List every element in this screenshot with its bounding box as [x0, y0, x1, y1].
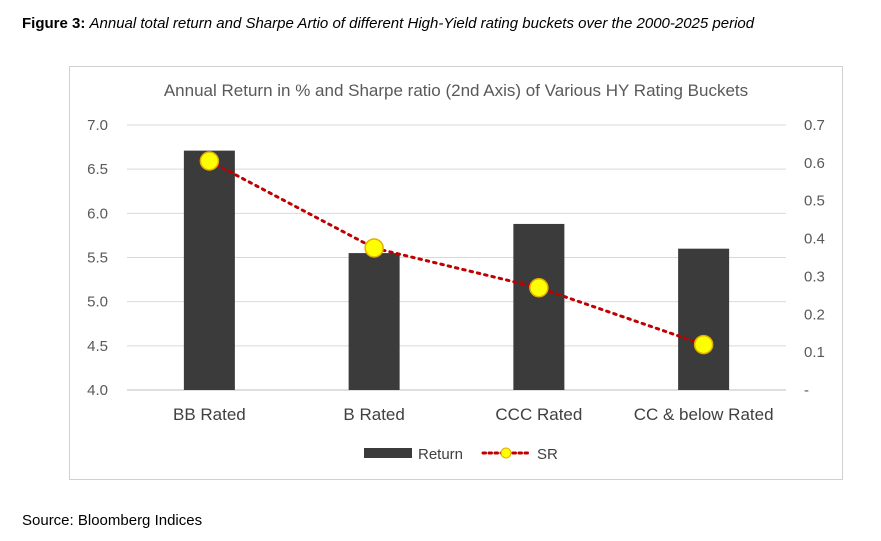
- x-axis: BB Rated B Rated CCC Rated CC & below Rated: [173, 405, 774, 424]
- y-tick-label-right: 0.4: [804, 231, 825, 248]
- sr-line: [207, 159, 706, 347]
- y-tick-label-right: 0.6: [804, 155, 825, 172]
- y-axis-left: 4.0 4.5 5.0 5.5 6.0 6.5 7.0: [87, 117, 108, 399]
- y-tick-label-right: 0.2: [804, 306, 825, 323]
- bar-return: [348, 253, 400, 390]
- bar-return: [513, 223, 565, 390]
- figure-number: Figure 3:: [22, 15, 86, 32]
- y-tick-label-left: 7.0: [87, 117, 108, 134]
- y-tick-label-right: 0.7: [804, 117, 825, 134]
- x-tick-label: CC & below Rated: [634, 405, 774, 424]
- chart-title: Annual Return in % and Sharpe ratio (2nd…: [164, 81, 748, 100]
- figure-caption-text: Annual total return and Sharpe Artio of …: [89, 15, 755, 32]
- bar-return: [183, 150, 235, 390]
- x-tick-label: CCC Rated: [495, 405, 582, 424]
- legend: Return SR: [364, 446, 558, 463]
- figure-caption: Figure 3: Annual total return and Sharpe…: [22, 15, 754, 32]
- chart-frame: Annual Return in % and Sharpe ratio (2nd…: [69, 66, 843, 480]
- line-series-sr: [199, 151, 714, 355]
- y-tick-label-right: -: [804, 382, 809, 399]
- x-tick-label: B Rated: [343, 405, 404, 424]
- legend-swatch-sr-marker: [500, 447, 512, 459]
- y-tick-label-right: 0.1: [804, 344, 825, 361]
- y-tick-label-right: 0.3: [804, 268, 825, 285]
- bar-return: [678, 248, 730, 390]
- y-tick-label-left: 4.5: [87, 338, 108, 355]
- y-tick-label-left: 6.0: [87, 205, 108, 222]
- y-tick-label-left: 5.5: [87, 250, 108, 267]
- y-tick-label-left: 4.0: [87, 382, 108, 399]
- legend-label-sr: SR: [537, 446, 558, 463]
- legend-swatch-return: [364, 448, 412, 458]
- gridlines: [127, 124, 786, 391]
- sr-marker: [529, 278, 549, 298]
- y-tick-label-left: 5.0: [87, 294, 108, 311]
- sr-marker: [693, 334, 714, 355]
- y-tick-label-right: 0.5: [804, 193, 825, 210]
- chart: Annual Return in % and Sharpe ratio (2nd…: [87, 81, 825, 463]
- y-axis-right: - 0.1 0.2 0.3 0.4 0.5 0.6 0.7: [804, 117, 825, 399]
- sr-marker: [364, 238, 384, 258]
- x-tick-label: BB Rated: [173, 405, 246, 424]
- y-tick-label-left: 6.5: [87, 161, 108, 178]
- bar-series-return: [183, 150, 730, 390]
- source-note: Source: Bloomberg Indices: [22, 512, 203, 529]
- sr-marker: [199, 151, 220, 171]
- legend-label-return: Return: [418, 446, 463, 463]
